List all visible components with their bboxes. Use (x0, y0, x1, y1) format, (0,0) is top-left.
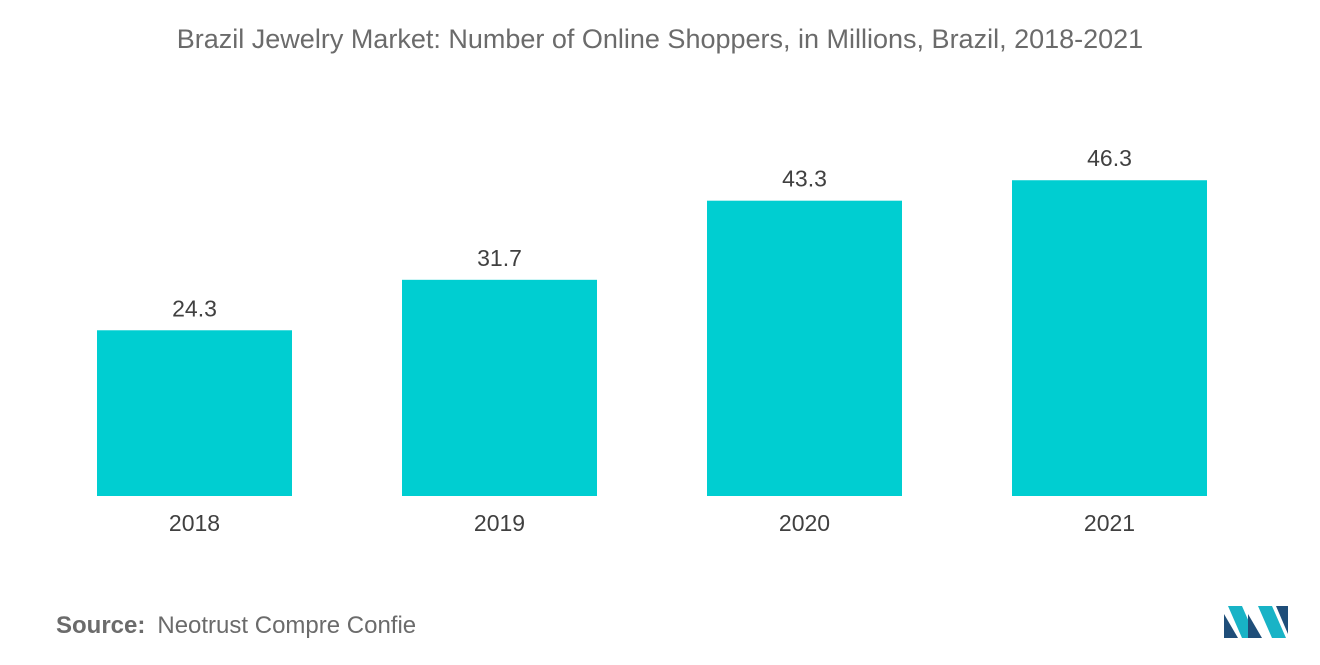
bar-2021 (1012, 180, 1207, 496)
value-label-2018: 24.3 (172, 295, 217, 321)
chart-title: Brazil Jewelry Market: Number of Online … (176, 24, 1144, 54)
value-label-2021: 46.3 (1087, 145, 1132, 171)
bar-2018 (97, 330, 292, 496)
source-note: Source: Neotrust Compre Confie (56, 612, 416, 640)
mordor-intelligence-logo-icon (1224, 606, 1288, 638)
value-label-2019: 31.7 (477, 245, 522, 271)
bar-chart: 24.3 2018 31.7 2019 43.3 2020 46.3 2021 (97, 145, 1207, 536)
source-label: Source: (56, 612, 146, 639)
bar-2020 (707, 200, 902, 496)
bar-2019 (402, 279, 597, 496)
x-tick-label-2018: 2018 (169, 510, 220, 536)
source-text: Neotrust Compre Confie (157, 612, 417, 639)
value-label-2020: 43.3 (782, 166, 827, 192)
x-tick-label-2019: 2019 (474, 510, 525, 536)
x-tick-label-2020: 2020 (779, 510, 830, 536)
x-tick-label-2021: 2021 (1084, 510, 1135, 536)
